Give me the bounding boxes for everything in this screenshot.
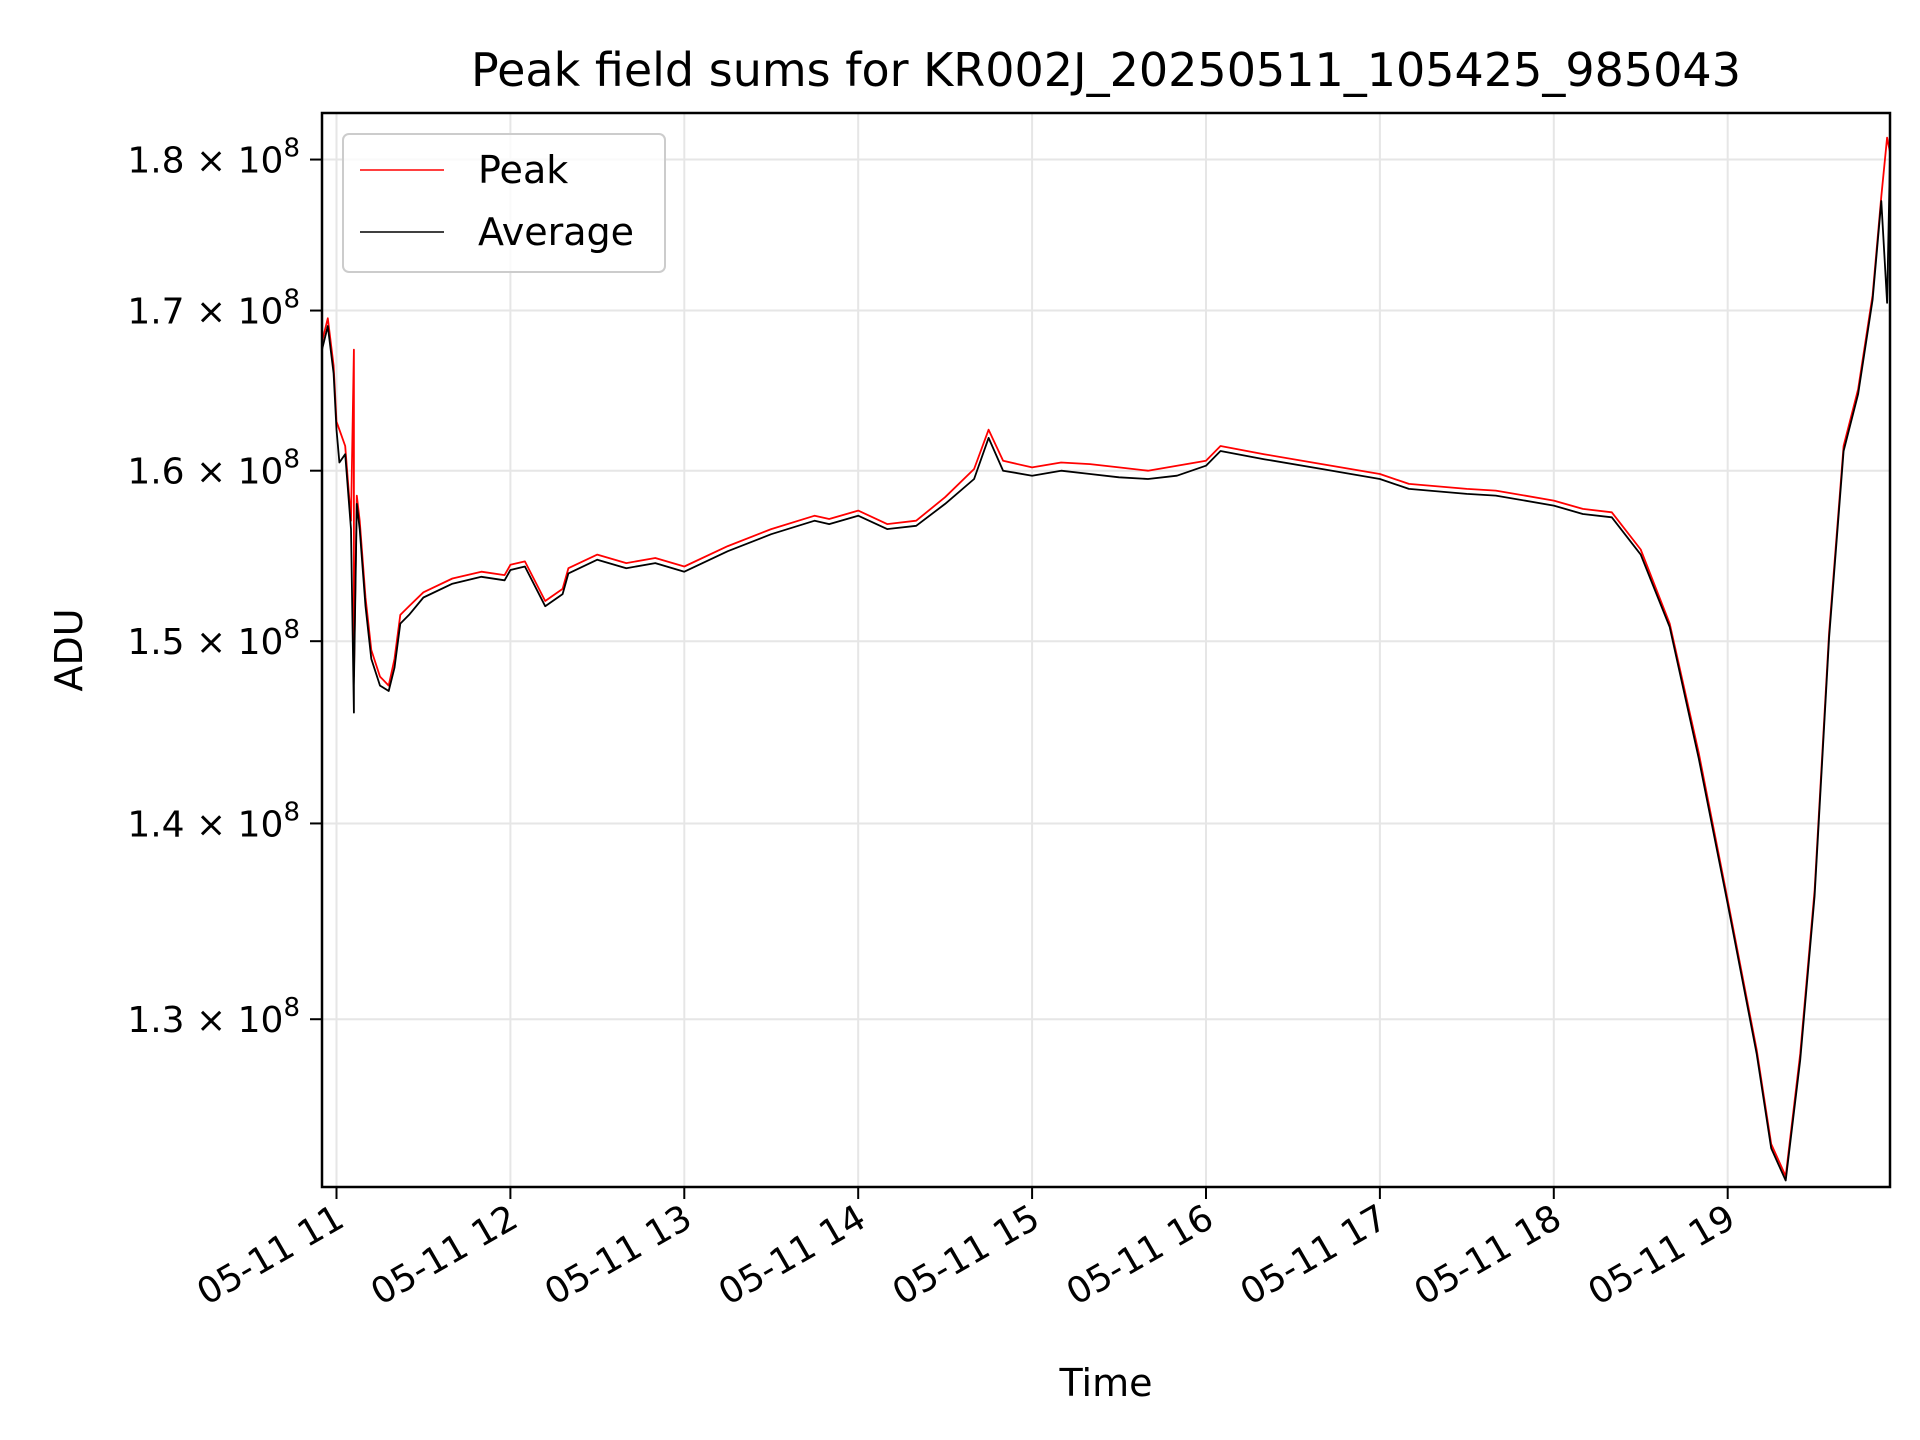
plot-frame [320,111,1892,1189]
chart-title: Peak field sums for KR002J_20250511_1054… [471,43,1741,97]
y-tick-mantissa: 1.7 [127,292,184,333]
y-tick-mantissa: 1.4 [127,804,184,845]
y-tick-mantissa: 1.6 [127,452,184,493]
series-lines [321,136,1891,1182]
grid [322,113,1890,1187]
y-tick-label: 1.5 × 108 [127,615,300,663]
y-tick-base: 10 [238,1000,284,1041]
y-tick-times: × [185,452,238,493]
legend-label-peak: Peak [478,148,568,192]
x-tick-label: 05-11 18 [1408,1197,1569,1313]
y-tick-label: 1.3 × 108 [127,993,300,1041]
y-tick-exponent: 8 [283,285,300,315]
y-tick-times: × [185,141,238,182]
y-axis-title: ADU [47,608,91,691]
x-tick-label: 05-11 17 [1234,1197,1395,1313]
y-tick-exponent: 8 [283,134,300,164]
y-tick-label: 1.8 × 108 [127,134,300,182]
legend-box [342,133,666,273]
y-tick-exponent: 8 [283,797,300,827]
legend: Peak Average [342,133,666,273]
y-tick-base: 10 [238,141,284,182]
y-tick-base: 10 [238,292,284,333]
y-tick-base: 10 [238,622,284,663]
y-tick-label: 1.6 × 108 [127,445,300,493]
series-line-average [321,155,1891,1182]
y-tick-base: 10 [238,452,284,493]
y-tick-mantissa: 1.5 [127,622,184,663]
y-tick-times: × [185,804,238,845]
y-tick-label: 1.4 × 108 [127,797,300,845]
x-tick-label: 05-11 13 [538,1197,699,1313]
y-tick-exponent: 8 [283,993,300,1023]
y-tick-times: × [185,1000,238,1041]
y-tick-label: 1.7 × 108 [127,285,300,333]
y-tick-times: × [185,622,238,663]
legend-label-average: Average [478,210,634,254]
x-tick-label: 05-11 16 [1060,1197,1221,1313]
x-tick-label: 05-11 19 [1582,1197,1743,1313]
x-tick-label: 05-11 11 [190,1197,351,1313]
y-tick-base: 10 [238,804,284,845]
x-axis-title: Time [1059,1361,1153,1405]
y-tick-times: × [185,292,238,333]
x-tick-label: 05-11 15 [886,1197,1047,1313]
x-axis: 05-11 11 05-11 12 05-11 13 05-11 14 05-11 15… [190,1187,1742,1314]
y-tick-exponent: 8 [283,615,300,645]
y-tick-exponent: 8 [283,445,300,475]
y-tick-mantissa: 1.8 [127,141,184,182]
series-line-peak [321,136,1891,1178]
x-tick-label: 05-11 14 [712,1197,873,1313]
x-tick-label: 05-11 12 [364,1197,525,1313]
y-tick-mantissa: 1.3 [127,1000,184,1041]
